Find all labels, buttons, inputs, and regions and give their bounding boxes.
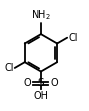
Text: NH$_2$: NH$_2$ bbox=[31, 8, 51, 22]
Text: Cl: Cl bbox=[68, 33, 78, 43]
Text: O: O bbox=[50, 78, 58, 88]
Text: Cl: Cl bbox=[4, 63, 14, 73]
Text: OH: OH bbox=[33, 91, 48, 101]
Text: S: S bbox=[38, 78, 44, 88]
Text: O: O bbox=[24, 78, 32, 88]
